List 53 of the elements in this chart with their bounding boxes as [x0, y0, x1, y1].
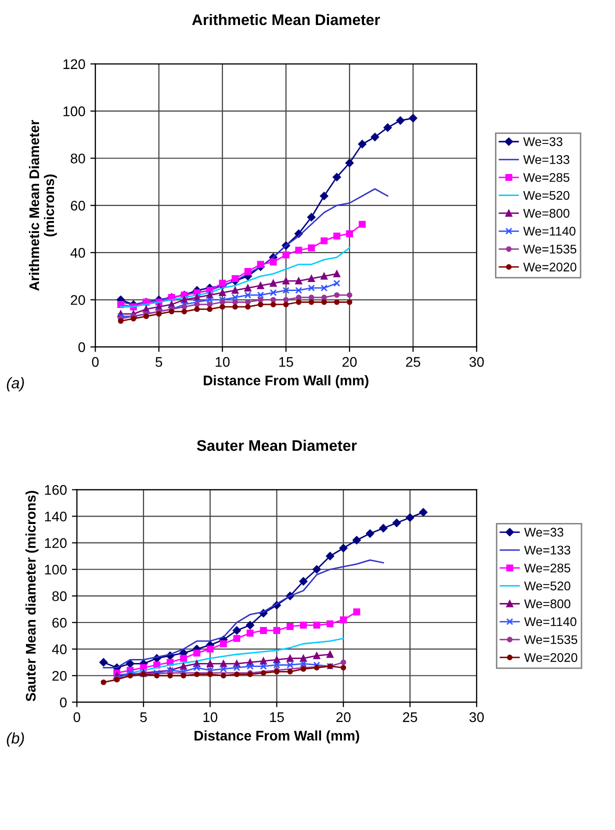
x-tick-label: 20 — [336, 712, 351, 722]
x-tick-label: 10 — [216, 357, 230, 367]
y-tick-label: 0 — [78, 342, 86, 352]
y-tick-label: 140 — [45, 512, 67, 522]
legend-label: We=2020 — [524, 653, 578, 662]
legend-label: We=33 — [523, 137, 562, 146]
x-tick-label: 25 — [406, 357, 420, 367]
legend-label: We=1535 — [523, 244, 576, 254]
y-tick-label: 0 — [60, 698, 67, 708]
x-tick-label: 5 — [140, 712, 147, 722]
x-tick-label: 10 — [203, 712, 218, 722]
y-tick-label: 40 — [70, 248, 86, 258]
y-tick-label: 60 — [70, 200, 86, 211]
legend-label: We=2020 — [523, 262, 576, 272]
y-tick-label: 120 — [63, 59, 86, 70]
legend-label: We=133 — [523, 155, 570, 164]
text: (a) — [6, 377, 24, 392]
legend-label: We=1140 — [524, 617, 576, 626]
x-tick-label: 25 — [402, 712, 418, 722]
y-tick-label: 160 — [45, 485, 67, 495]
y-tick-label: 120 — [45, 538, 67, 548]
y-tick-label: 80 — [52, 591, 67, 602]
x-tick-label: 15 — [279, 357, 294, 367]
legend-label: We=33 — [524, 528, 564, 537]
y-tick-label: 20 — [70, 295, 86, 305]
chart-title: Arithmetic Mean Diameter — [192, 14, 380, 26]
y-axis-title: Arithmetic Mean Diameter (microns) — [28, 120, 57, 291]
legend-label: We=285 — [523, 173, 570, 182]
y-tick-label: 20 — [52, 670, 67, 681]
y-tick-label: 100 — [45, 564, 67, 575]
x-tick-label: 15 — [270, 712, 284, 722]
chart-title: Sauter Mean Diameter — [196, 440, 357, 451]
legend-label: We=800 — [524, 599, 570, 608]
legend-label: We=133 — [524, 546, 570, 555]
y-tick-label: 40 — [52, 644, 67, 654]
y-tick-label: 100 — [63, 106, 86, 116]
y-axis-title: Sauter Mean diameter (microns) — [25, 490, 38, 702]
x-tick-label: 20 — [342, 357, 357, 367]
x-axis-title: Distance From Wall (mm) — [194, 730, 360, 744]
x-axis-title: Distance From Wall (mm) — [204, 375, 368, 388]
legend-label: We=520 — [523, 190, 570, 200]
x-tick-label: 5 — [156, 357, 162, 367]
x-tick-label: 0 — [92, 357, 99, 367]
y-tick-label: 80 — [70, 154, 86, 164]
legend-label: We=800 — [523, 208, 570, 218]
legend-label: We=520 — [524, 581, 570, 590]
legend-label: We=285 — [524, 564, 570, 572]
legend-label: We=1140 — [523, 226, 576, 236]
text: (b) — [6, 732, 24, 747]
legend-label: We=1535 — [524, 635, 578, 644]
x-tick-label: 30 — [469, 357, 484, 367]
y-tick-label: 60 — [52, 618, 67, 628]
x-tick-label: 30 — [469, 712, 484, 722]
